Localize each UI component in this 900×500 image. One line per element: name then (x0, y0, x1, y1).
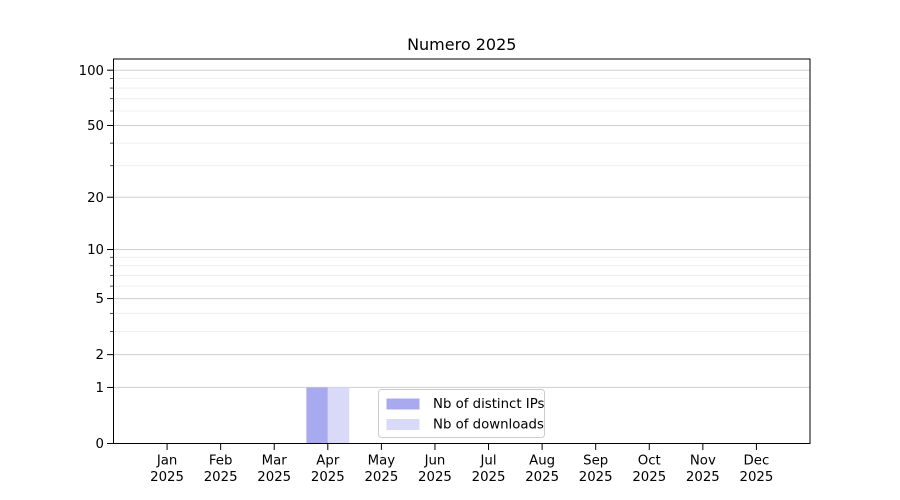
legend-box (378, 389, 545, 438)
x-tick-label-year: 2025 (686, 470, 720, 485)
gridlines (113, 69, 810, 388)
chart-title: Numero 2025 (407, 35, 516, 54)
x-tick-label-year: 2025 (257, 470, 291, 485)
x-tick-label-year: 2025 (740, 470, 774, 485)
x-tick-label-month: Aug (529, 454, 555, 469)
y-tick-label: 1 (96, 381, 104, 396)
bar-distinct-ips (306, 387, 328, 444)
x-tick-label-year: 2025 (579, 470, 613, 485)
x-tick-label-month: Mar (262, 454, 288, 469)
bars (306, 387, 350, 444)
legend-swatch-distinct-ips (386, 398, 420, 410)
y-tick-label: 20 (87, 191, 104, 206)
x-tick-label-year: 2025 (311, 470, 345, 485)
y-tick-label: 10 (87, 243, 104, 258)
x-tick-label-year: 2025 (150, 470, 184, 485)
x-tick-label-month: Dec (744, 454, 770, 469)
x-tick-label-year: 2025 (525, 470, 559, 485)
x-tick-label-month: Jun (424, 454, 446, 469)
axes: 0125102050100Jan2025Feb2025Mar2025Apr202… (79, 58, 811, 485)
y-tick-label: 0 (96, 437, 104, 452)
x-tick-label-month: Oct (638, 454, 661, 469)
x-tick-label-year: 2025 (632, 470, 666, 485)
x-tick-label-month: Jul (480, 454, 497, 469)
legend: Nb of distinct IPs Nb of downloads (378, 389, 545, 438)
y-tick-label: 2 (96, 348, 104, 363)
x-tick-label-year: 2025 (364, 470, 398, 485)
x-tick-label-month: Nov (690, 454, 716, 469)
legend-swatch-downloads (386, 419, 420, 430)
x-tick-label-year: 2025 (204, 470, 238, 485)
legend-label: Nb of distinct IPs (433, 397, 545, 412)
x-tick-label-month: Jan (156, 454, 178, 469)
x-tick-label-year: 2025 (418, 470, 452, 485)
x-tick-label-month: Feb (209, 454, 233, 469)
bar-downloads (327, 387, 350, 444)
y-tick-label: 100 (79, 64, 104, 79)
x-tick-label-month: Apr (316, 454, 340, 469)
plot-border (113, 58, 811, 444)
y-tick-label: 50 (87, 119, 104, 134)
y-tick-label: 5 (96, 292, 104, 307)
x-tick-label-month: May (368, 454, 396, 469)
legend-label: Nb of downloads (433, 418, 544, 433)
x-tick-label-month: Sep (583, 454, 608, 469)
x-tick-label-year: 2025 (472, 470, 506, 485)
